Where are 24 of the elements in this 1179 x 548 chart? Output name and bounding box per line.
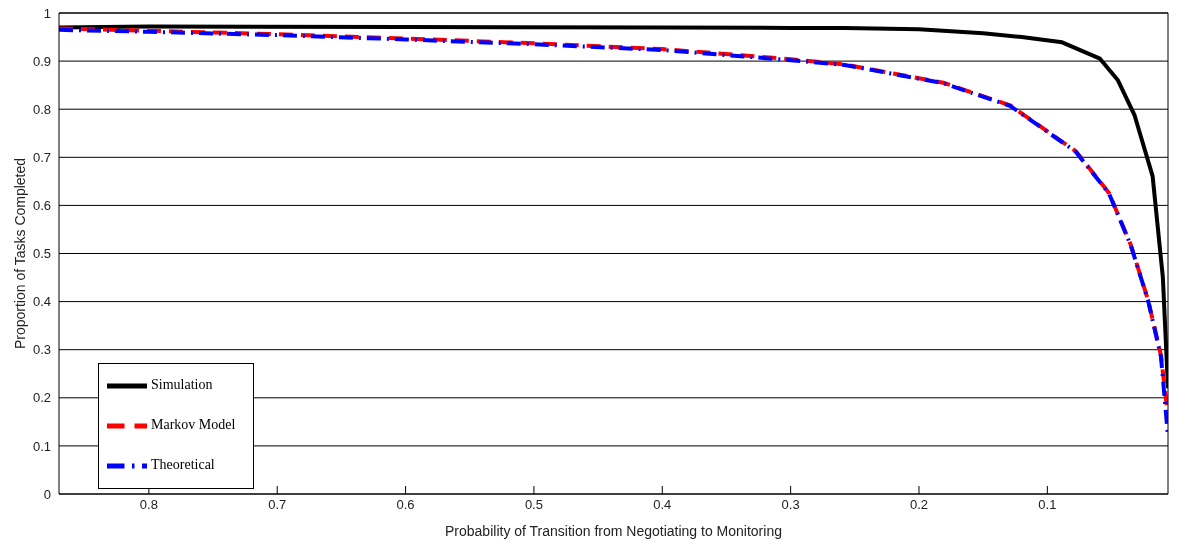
- y-tick-label: 0: [43, 486, 51, 502]
- y-axis-title: Proportion of Tasks Completed: [11, 157, 28, 350]
- legend-label: Theoretical: [151, 457, 215, 473]
- x-tick-label: 0.6: [396, 497, 415, 513]
- x-tick-label: 0.8: [139, 497, 158, 513]
- y-tick-label: 0.7: [32, 149, 51, 165]
- y-tick-label: 0.6: [32, 198, 51, 214]
- legend-label: Simulation: [151, 377, 213, 393]
- y-tick-label: 0.8: [32, 101, 51, 117]
- y-tick-label: 0.2: [32, 390, 51, 406]
- y-tick-label: 1: [43, 5, 51, 21]
- x-axis-title: Probability of Transition from Negotiating to Monitoring: [445, 523, 782, 539]
- y-tick-label: 0.5: [32, 246, 51, 262]
- x-tick-label: 0.2: [909, 497, 929, 513]
- y-tick-label: 0.9: [32, 53, 51, 69]
- y-tick-label: 0.3: [32, 342, 51, 358]
- x-tick-label: 0.1: [1038, 497, 1057, 513]
- y-tick-label: 0.4: [32, 294, 51, 310]
- x-tick-label: 0.7: [268, 497, 287, 513]
- x-tick-label: 0.4: [653, 497, 672, 513]
- x-tick-label: 0.5: [524, 497, 543, 513]
- y-tick-label: 0.1: [32, 438, 51, 454]
- x-tick-label: 0.3: [781, 497, 800, 513]
- legend-label: Markov Model: [151, 417, 236, 433]
